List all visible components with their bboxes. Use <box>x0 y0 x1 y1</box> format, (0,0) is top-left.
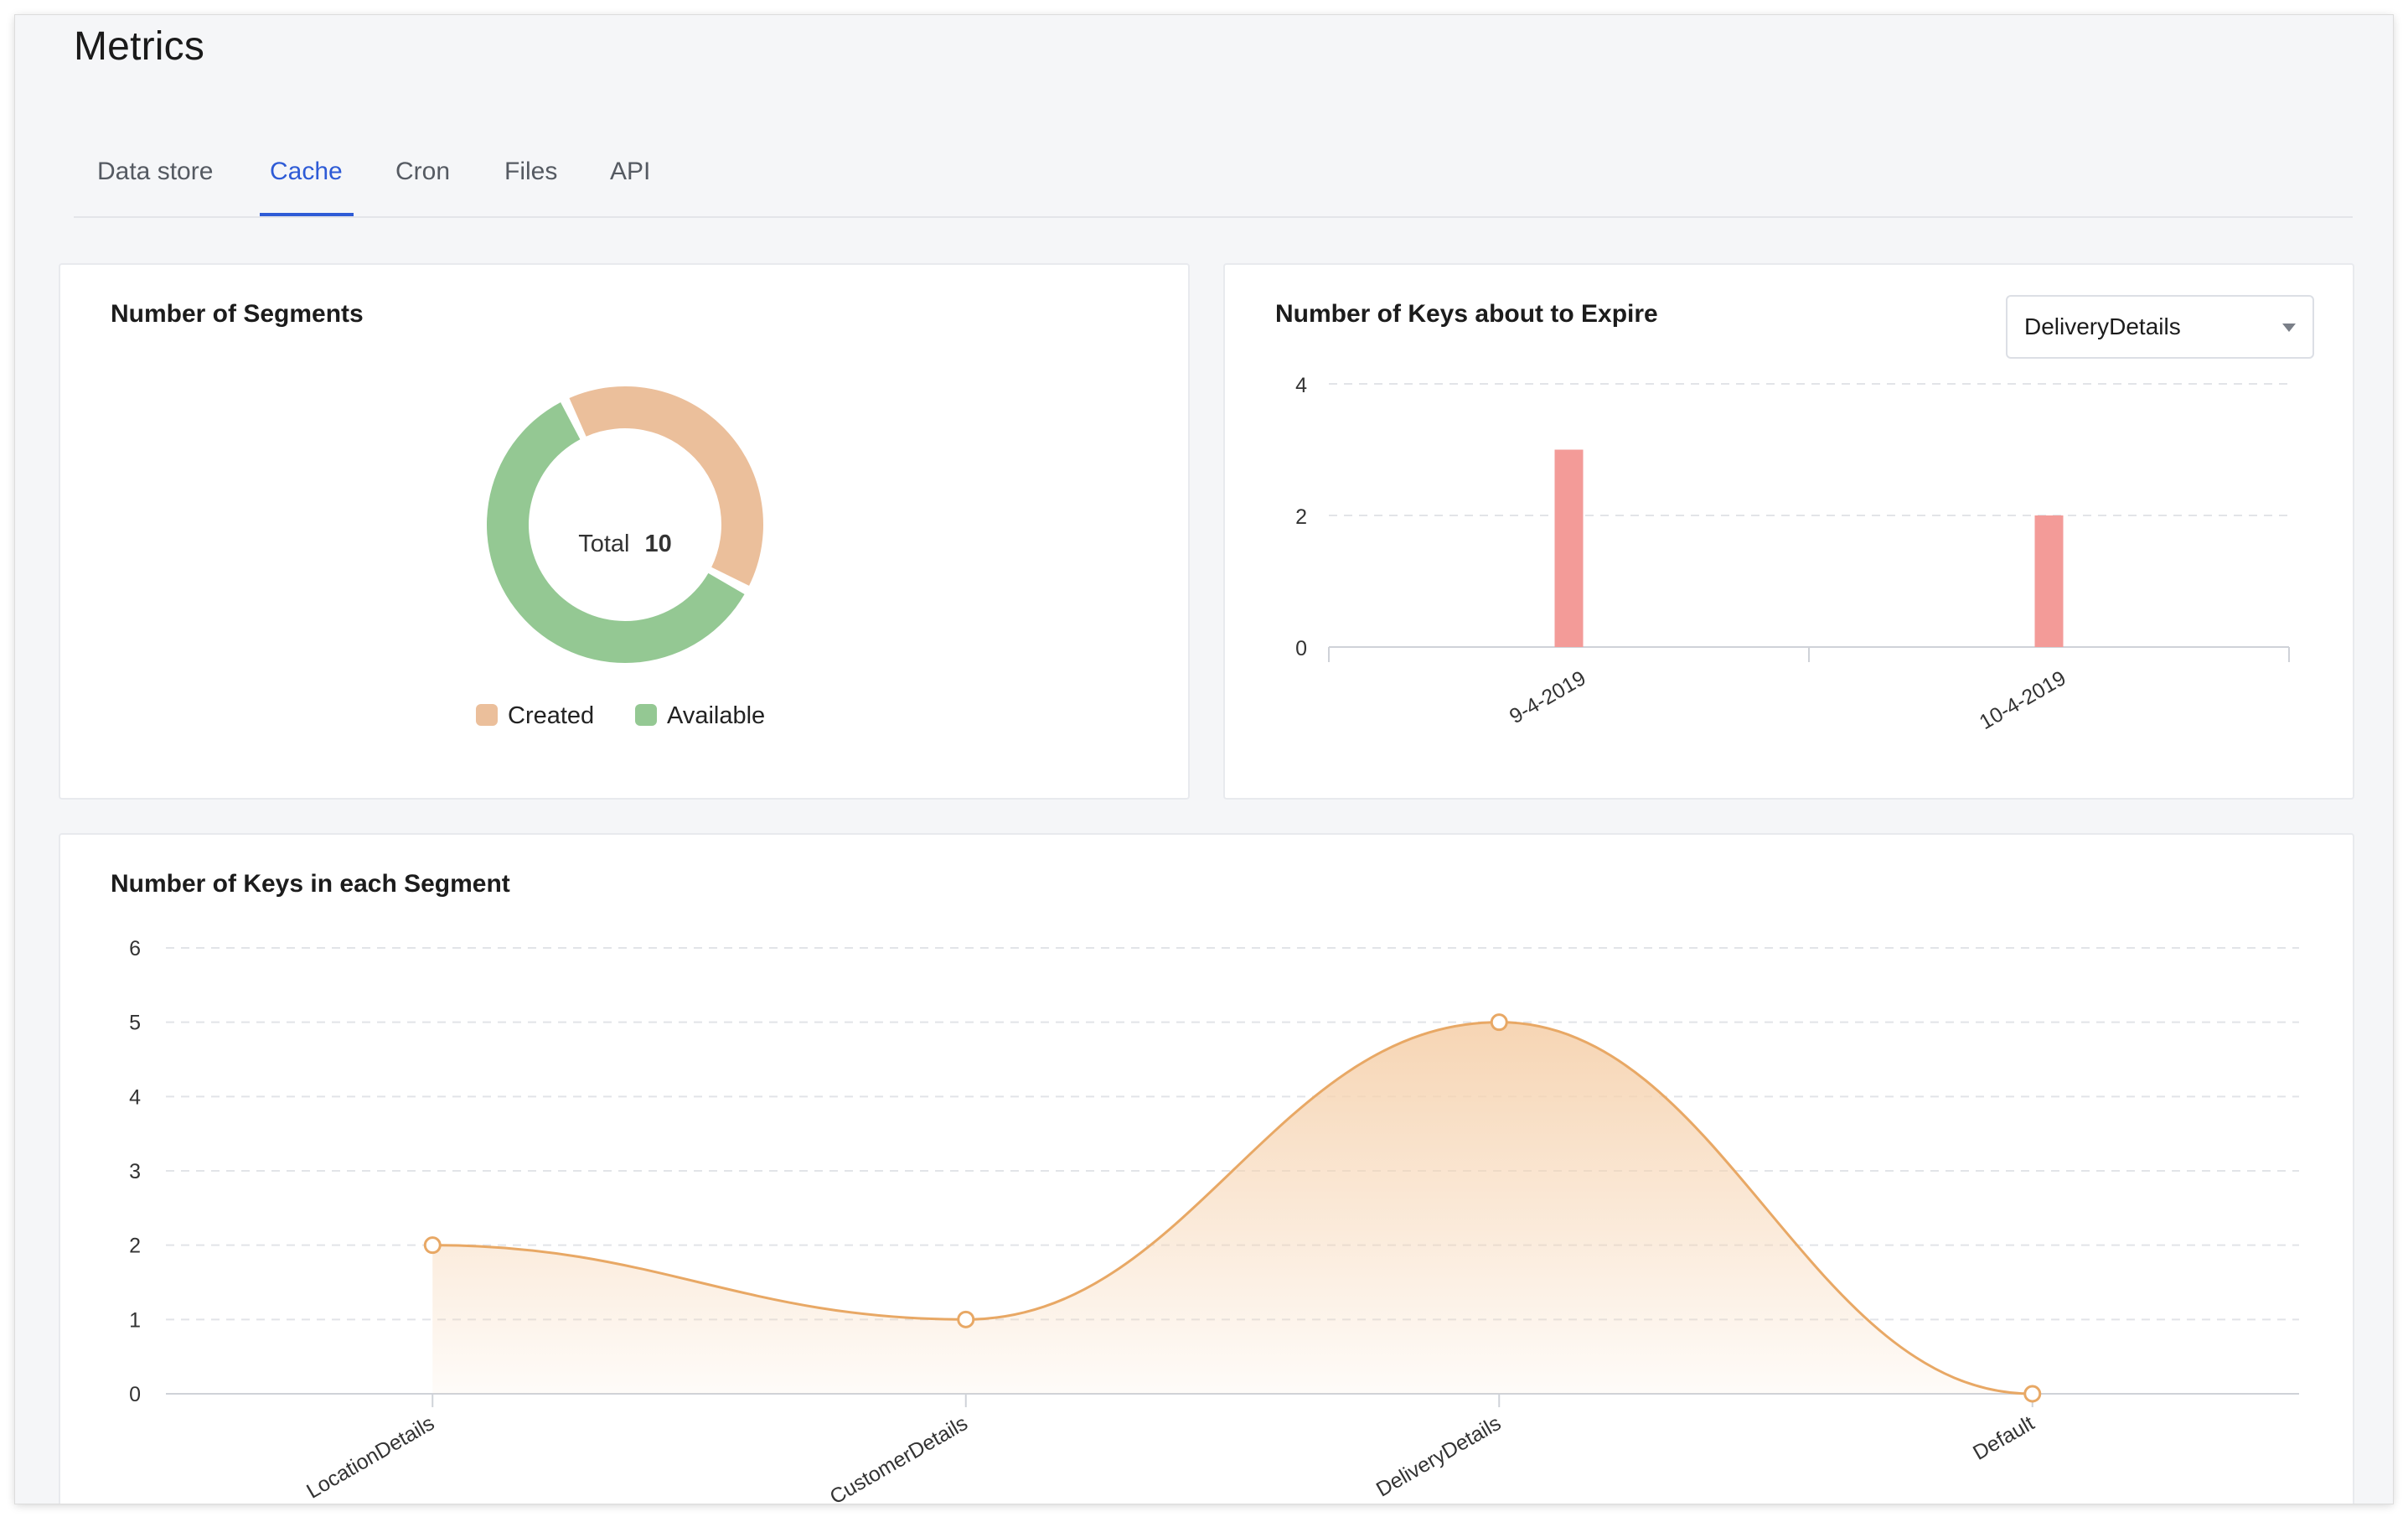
tab-files[interactable]: Files <box>504 158 558 185</box>
segments-donut-chart: Total 10 Created Available <box>476 386 765 729</box>
expire-card-title: Number of Keys about to Expire <box>1275 300 1658 328</box>
y-tick-label: 4 <box>1295 374 1307 397</box>
y-tick-label: 2 <box>1295 505 1307 529</box>
y-tick-label: 4 <box>129 1085 141 1109</box>
tab-api[interactable]: API <box>610 158 651 185</box>
metrics-window: Metrics Data store Cache Cron Files API … <box>15 15 2393 1504</box>
series-line <box>432 1021 2033 1395</box>
bar-10-4-2019[interactable] <box>2034 515 2064 647</box>
segments-card-title: Number of Segments <box>111 300 364 328</box>
legend-swatch-available <box>635 704 657 726</box>
donut-slice-created[interactable] <box>569 386 764 586</box>
donut-center-label: Total <box>578 531 629 557</box>
chevron-down-icon <box>2282 324 2296 332</box>
y-tick-label: 6 <box>129 937 141 960</box>
x-tick-label: CustomerDetails <box>826 1411 972 1504</box>
page-title: Metrics <box>74 24 205 69</box>
keys-area-chart: 0 1 2 3 4 5 6 LocationDetails CustomerDetails Del… <box>129 937 2299 1504</box>
area-fill <box>432 1022 2033 1394</box>
tab-cron[interactable]: Cron <box>395 158 451 185</box>
point-locationdetails[interactable] <box>423 1236 442 1255</box>
expire-card: Number of Keys about to Expire DeliveryD… <box>1223 263 2354 800</box>
point-customerdetails[interactable] <box>957 1310 975 1328</box>
legend-swatch-created <box>476 704 498 726</box>
y-tick-label: 5 <box>129 1012 141 1035</box>
keys-card-title: Number of Keys in each Segment <box>111 870 510 898</box>
y-tick-label: 0 <box>129 1383 141 1406</box>
tab-data-store[interactable]: Data store <box>97 158 214 185</box>
y-tick-label: 2 <box>129 1235 141 1258</box>
tab-cache[interactable]: Cache <box>270 158 343 185</box>
point-deliverydetails[interactable] <box>1490 1013 1508 1032</box>
donut-slice-available[interactable] <box>487 402 745 663</box>
point-default[interactable] <box>2023 1385 2042 1403</box>
segment-select[interactable]: DeliveryDetails <box>2006 295 2314 359</box>
x-tick-label: LocationDetails <box>302 1411 438 1504</box>
bar-9-4-2019[interactable] <box>1554 449 1584 648</box>
legend-label-available[interactable]: Available <box>667 702 765 729</box>
keys-card: Number of Keys in each Segment 0 1 2 3 4 5 6 Lo… <box>59 833 2354 1504</box>
tab-bar: Data store Cache Cron Files API <box>74 142 2353 218</box>
svg-text:Total 10: Total 10 <box>578 531 672 557</box>
legend-label-created[interactable]: Created <box>508 702 594 729</box>
x-tick-label: 9-4-2019 <box>1506 666 1590 728</box>
active-tab-indicator <box>260 213 354 216</box>
expire-bar-chart: 0 2 4 9-4-2019 10-4-2019 <box>1295 374 2290 734</box>
y-tick-label: 3 <box>129 1160 141 1183</box>
segments-card: Number of Segments Total 10 Created Avail… <box>59 263 1190 800</box>
y-tick-label: 1 <box>129 1308 141 1332</box>
donut-center-value: 10 <box>645 531 672 557</box>
x-tick-label: Default <box>1969 1411 2039 1465</box>
x-tick-label: 10-4-2019 <box>1976 666 2070 734</box>
x-tick-label: DeliveryDetails <box>1372 1411 1505 1502</box>
y-tick-label: 0 <box>1295 637 1307 660</box>
segment-select-value: DeliveryDetails <box>2024 313 2181 339</box>
